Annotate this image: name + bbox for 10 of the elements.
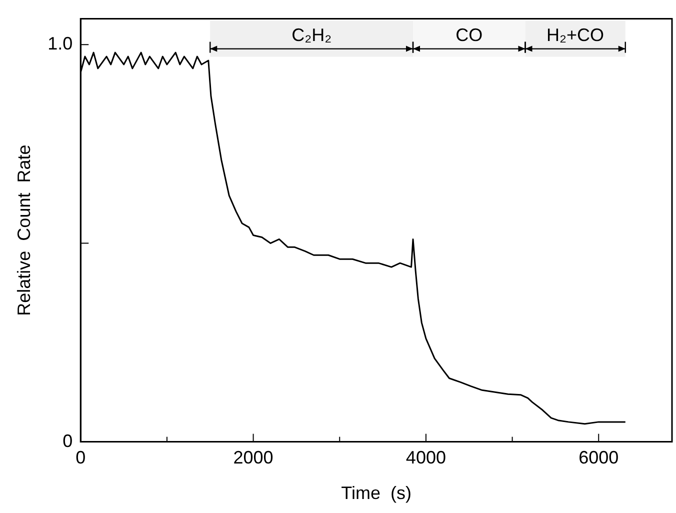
band-label: H₂+CO	[546, 24, 604, 45]
y-tick-label: 1.0	[48, 34, 73, 54]
x-tick-label: 4000	[406, 448, 446, 468]
x-axis-title: Time (s)	[341, 483, 412, 504]
x-tick-label: 0	[76, 448, 86, 468]
x-tick-label: 2000	[233, 448, 274, 468]
x-tick-label: 6000	[578, 448, 619, 468]
band-label: C₂H₂	[292, 24, 332, 45]
y-axis-title: Relative Count Rate	[14, 144, 34, 316]
band-label: CO	[456, 24, 483, 45]
